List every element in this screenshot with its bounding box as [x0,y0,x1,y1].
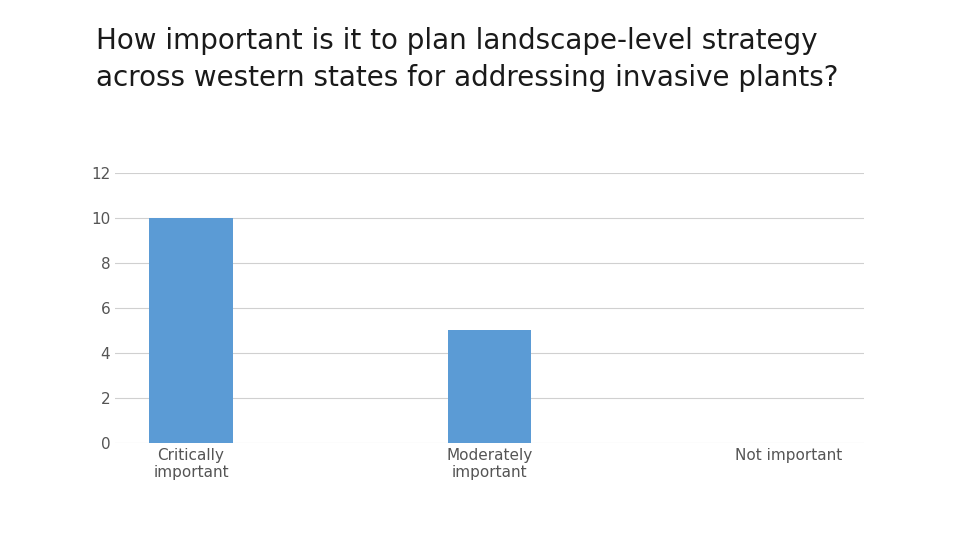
Bar [447,330,532,443]
Text: How important is it to plan landscape-level strategy
across western states for a: How important is it to plan landscape-le… [96,27,838,92]
Bar [149,218,233,443]
